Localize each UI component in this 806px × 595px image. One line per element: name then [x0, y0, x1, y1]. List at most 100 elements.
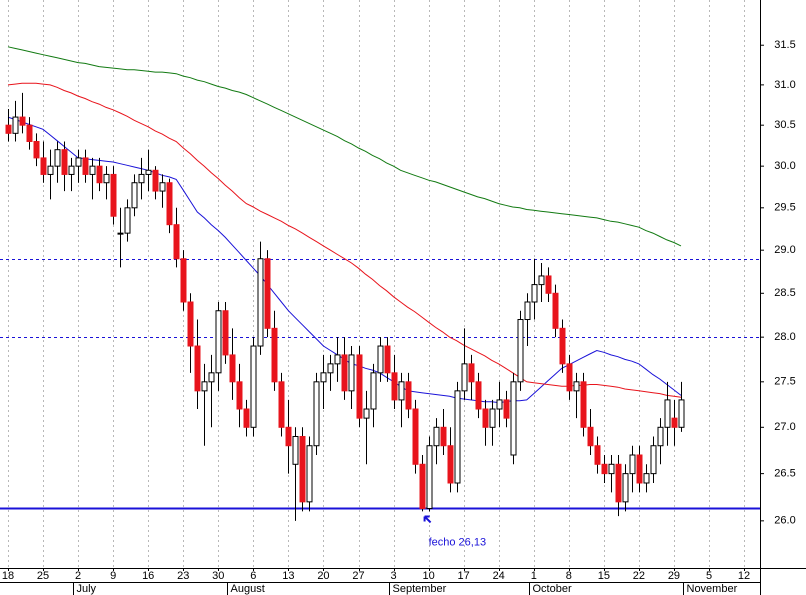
candle-body	[622, 473, 629, 503]
candle-body	[643, 473, 650, 484]
candle-body	[468, 363, 475, 383]
candle-body	[552, 292, 559, 329]
x-tick-label: 6	[250, 570, 256, 582]
y-tick-label: 27.5	[774, 376, 795, 388]
candle-body	[5, 124, 12, 134]
y-tick-label: 26.5	[774, 468, 795, 480]
candle-body	[545, 275, 552, 294]
candle-body	[517, 319, 524, 383]
candle-body	[187, 301, 194, 347]
candle-body	[405, 381, 412, 410]
candle-body	[615, 463, 622, 503]
candle-body	[26, 124, 33, 142]
candle-body	[33, 140, 40, 159]
candle-body	[482, 408, 489, 428]
y-tick-label: 30.5	[774, 119, 795, 131]
candle-body	[222, 310, 229, 356]
candle-body	[419, 463, 426, 509]
candle-body	[166, 182, 173, 226]
candle-body	[384, 345, 391, 374]
x-tick-label: 20	[317, 570, 329, 582]
x-tick-label: 5	[706, 570, 712, 582]
candle-body	[580, 381, 587, 428]
candle-body	[587, 426, 594, 447]
candle-body	[159, 182, 166, 192]
x-tick-label: 3	[390, 570, 396, 582]
candle-body	[320, 372, 327, 383]
candle-body	[271, 327, 278, 383]
x-tick-label: 23	[177, 570, 189, 582]
candle-body	[440, 426, 447, 447]
x-tick-label: 18	[2, 570, 14, 582]
month-label: September	[393, 583, 447, 595]
candle-body	[138, 173, 145, 184]
candle-body	[664, 399, 671, 428]
candle-body	[327, 363, 334, 374]
y-tick-label: 28.5	[774, 287, 795, 299]
x-tick-label: 24	[493, 570, 505, 582]
candle-body	[194, 345, 201, 392]
candle-body	[54, 149, 61, 167]
candle-body	[657, 426, 664, 447]
month-label: August	[231, 583, 265, 595]
candle-body	[559, 327, 566, 365]
candle-body	[629, 454, 636, 475]
y-tick-label: 31.0	[774, 79, 795, 91]
candle-body	[131, 182, 138, 209]
candle-body	[117, 232, 124, 235]
x-tick-label: 9	[110, 570, 116, 582]
candle-body	[96, 165, 103, 184]
candle-body	[215, 310, 222, 374]
candle-body	[89, 165, 96, 175]
candle-body	[356, 354, 363, 419]
candle-body	[40, 157, 47, 175]
x-tick-label: 27	[352, 570, 364, 582]
candle-body	[124, 207, 131, 234]
candle-body	[678, 399, 685, 428]
y-tick-label: 26.0	[774, 515, 795, 527]
candle-body	[531, 284, 538, 303]
candle-body	[412, 408, 419, 465]
month-label: October	[533, 583, 572, 595]
candle-body	[370, 372, 377, 410]
candle-body	[12, 116, 19, 134]
y-tick-label: 28.0	[774, 331, 795, 343]
candle-body	[426, 445, 433, 509]
candle-body	[292, 435, 299, 465]
candle-body	[573, 381, 580, 392]
candle-body	[566, 363, 573, 392]
candle-body	[650, 445, 657, 475]
candle-body	[173, 224, 180, 260]
candle-body	[398, 381, 405, 401]
x-tick-label: 22	[633, 570, 645, 582]
x-tick-label: 16	[142, 570, 154, 582]
candle-body	[377, 345, 384, 374]
candle-body	[208, 372, 215, 383]
x-tick-label: 25	[37, 570, 49, 582]
y-tick-label: 29.0	[774, 244, 795, 256]
candle-body	[201, 381, 208, 392]
x-tick-label: 1	[531, 570, 537, 582]
candle-body	[61, 149, 68, 175]
y-tick-label: 30.0	[774, 160, 795, 172]
x-tick-label: 13	[282, 570, 294, 582]
y-tick-label: 29.5	[774, 202, 795, 214]
candle-body	[103, 173, 110, 184]
candle-body	[363, 408, 370, 419]
candle-body	[152, 169, 159, 192]
candle-body	[180, 258, 187, 303]
x-tick-label: 12	[738, 570, 750, 582]
candle-body	[636, 454, 643, 484]
candle-body	[47, 165, 54, 175]
x-tick-label: 10	[422, 570, 434, 582]
candle-body	[454, 390, 461, 484]
month-label: July	[77, 583, 97, 595]
annotation-arrow	[423, 515, 432, 524]
x-tick-label: 17	[458, 570, 470, 582]
y-tick-label: 27.0	[774, 421, 795, 433]
candle-body	[510, 381, 517, 456]
candle-body	[524, 301, 531, 321]
x-tick-label: 30	[212, 570, 224, 582]
candle-body	[243, 408, 250, 428]
